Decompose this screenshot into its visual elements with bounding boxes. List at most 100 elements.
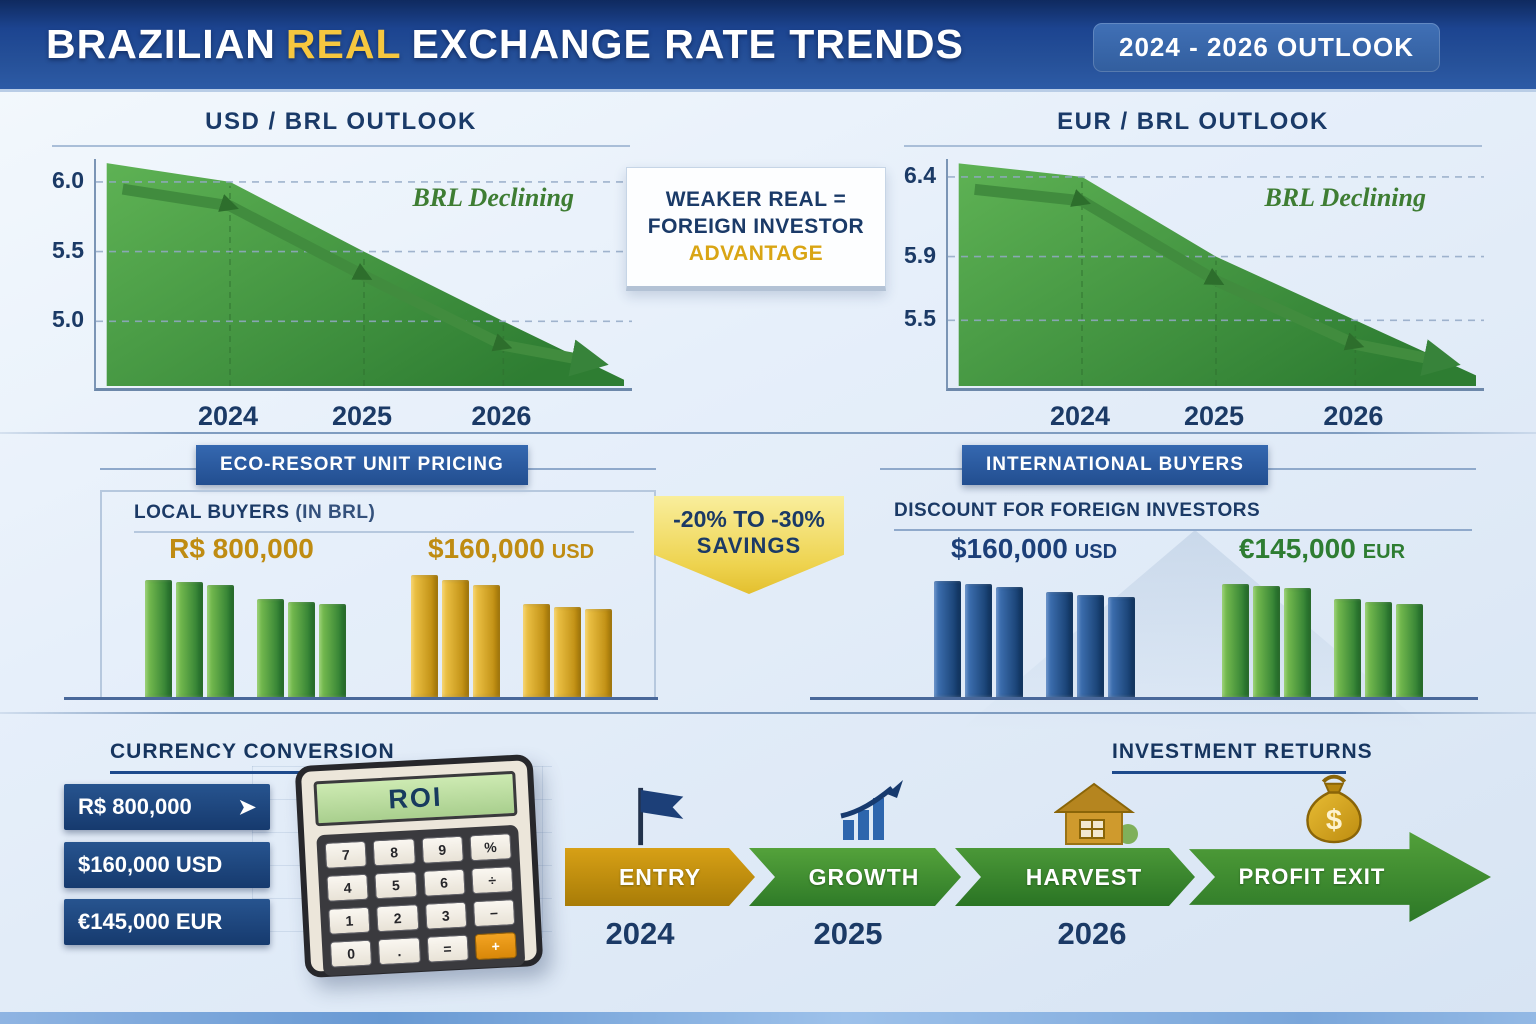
money-bag-icon: $ [1306, 774, 1362, 844]
local-buyers-label: LOCAL BUYERS [134, 502, 290, 523]
brl-bars [144, 573, 346, 697]
timeline-segment-entry: ENTRY [565, 848, 755, 906]
calculator-key: = [426, 934, 469, 963]
conversion-box-usd: $160,000 USD [64, 842, 270, 888]
price-value: R$ 800,000 [169, 533, 314, 564]
calculator-keypad: 7 8 9% 4 5 6 ÷ 1 2 3− 0. = + [316, 824, 526, 977]
timeline-year: 2026 [1057, 916, 1127, 951]
section-divider [0, 432, 1536, 434]
usd-intl-price-group: $160,000 USD [933, 533, 1135, 697]
timeline-segment-growth: GROWTH [749, 848, 961, 906]
y-tick-label: 6.4 [904, 161, 936, 188]
page-title: BRAZILIAN REAL EXCHANGE RATE TRENDS [46, 21, 974, 68]
calculator-key: 2 [376, 904, 419, 933]
y-tick-label: 6.0 [52, 166, 84, 193]
usd-local-price-group: $160,000 USD [410, 533, 612, 697]
y-tick-label: 5.5 [52, 236, 84, 263]
price-bar [472, 585, 500, 697]
calculator-display: ROI [313, 770, 518, 827]
price-groups: $160,000 USD €145,000 EUR [880, 533, 1476, 697]
calculator-key: 6 [422, 868, 466, 897]
calculator-key: 8 [372, 838, 416, 867]
price-bar [287, 602, 315, 697]
chart-title: USD / BRL OUTLOOK [52, 108, 630, 147]
eur-brl-chart: EUR / BRL OUTLOOK 6.4 5.9 5.5 BRL Declinin… [900, 108, 1486, 435]
price-currency: USD [1074, 541, 1118, 563]
price-bar [256, 599, 284, 697]
usd-brl-chart: USD / BRL OUTLOOK 6.0 5.5 5.0 BRL Declinin… [48, 108, 634, 435]
title-word-highlight: REAL [285, 21, 402, 67]
local-buyers-note: (IN BRL) [295, 502, 376, 523]
calculator: ROI 7 8 9% 4 5 6 ÷ 1 2 3− 0. = + [294, 753, 544, 979]
price-bar [1045, 592, 1073, 697]
y-tick-label: 5.5 [904, 305, 936, 332]
title-word: BRAZILIAN [46, 21, 276, 67]
usd-brl-plot [94, 159, 632, 391]
price-bar [175, 582, 203, 697]
chart-area: 6.4 5.9 5.5 BRL Declining [900, 159, 1486, 391]
y-tick-label: 5.9 [904, 241, 936, 268]
x-tick-label: 2026 [471, 401, 532, 431]
x-axis-labels: 2024 2025 2026 [900, 391, 1486, 435]
local-buyers-heading: LOCAL BUYERS (IN BRL) [134, 502, 634, 533]
price-bar [964, 584, 992, 697]
foreign-investors-panel: DISCOUNT FOR FOREIGN INVESTORS $160,000 … [880, 490, 1476, 698]
timeline-year: 2025 [813, 916, 883, 951]
eur-intl-bars [1221, 573, 1423, 697]
calculator-key: 0 [329, 939, 373, 968]
calculator-key: 9 [421, 835, 464, 864]
outlook-badge: 2024 - 2026 OUTLOOK [1093, 23, 1440, 72]
timeline-label: ENTRY [618, 863, 702, 890]
price-value: $160,000 [950, 533, 1068, 564]
price-bar [995, 587, 1023, 697]
dollar-sign: $ [1326, 804, 1342, 836]
investor-advantage-callout: WEAKER REAL = FOREIGN INVESTOR ADVANTAGE [626, 167, 886, 291]
price-value: $160,000 [427, 533, 545, 564]
calculator-key: 7 [324, 840, 368, 869]
flag-icon [638, 787, 684, 846]
calculator-key: 4 [326, 873, 369, 902]
x-tick-label: 2025 [331, 401, 393, 431]
x-axis-labels: 2024 2025 2026 [48, 391, 634, 435]
price-bar [553, 607, 581, 697]
price-bar [318, 604, 346, 697]
x-tick-label: 2024 [1049, 401, 1111, 431]
conversion-amount: €145,000 EUR [78, 909, 223, 934]
price-bar [1221, 584, 1249, 697]
right-bars-baseline [810, 697, 1478, 700]
eco-resort-pricing-tab: ECO-RESORT UNIT PRICING [196, 445, 528, 485]
header-bar: BRAZILIAN REAL EXCHANGE RATE TRENDS 2024 -… [0, 0, 1536, 92]
price-bar [144, 580, 172, 697]
price-value: €145,000 [1238, 533, 1356, 564]
bottom-strip [0, 1012, 1536, 1024]
price-bar [1395, 604, 1423, 697]
conversion-amount: $160,000 USD [78, 852, 223, 877]
timeline-label: PROFIT EXIT [1238, 864, 1386, 889]
left-bars-baseline [64, 697, 658, 700]
x-tick-label: 2025 [1183, 401, 1245, 431]
calculator-key: 3 [424, 901, 468, 930]
investment-returns-heading: INVESTMENT RETURNS [1112, 740, 1372, 774]
price-bar [410, 575, 438, 697]
calculator-key: − [472, 899, 516, 928]
callout-line: FOREIGN INVESTOR [647, 215, 865, 238]
price-bar [1107, 597, 1135, 697]
conversion-amount: R$ 800,000 [78, 794, 192, 819]
price-bar [1283, 588, 1311, 697]
currency-conversion-heading: CURRENCY CONVERSION [110, 740, 394, 774]
discount-label: DISCOUNT FOR FOREIGN INVESTORS [894, 500, 1261, 521]
calculator-key: . [378, 937, 421, 966]
timeline-label: GROWTH [808, 863, 920, 890]
brl-price-group: R$ 800,000 [144, 533, 346, 697]
timeline-segment-harvest: HARVEST [955, 848, 1195, 906]
timeline-label: HARVEST [1025, 863, 1143, 890]
chart-area: 6.0 5.5 5.0 BRL Declining [48, 159, 634, 391]
savings-range: -20% TO -30% [673, 506, 825, 532]
section-divider [0, 712, 1536, 714]
savings-label: SAVINGS [696, 533, 802, 558]
usd-intl-bars [933, 573, 1135, 697]
calculator-key: 1 [328, 906, 371, 935]
usd-local-bars [410, 573, 612, 697]
x-tick-label: 2024 [197, 401, 259, 431]
